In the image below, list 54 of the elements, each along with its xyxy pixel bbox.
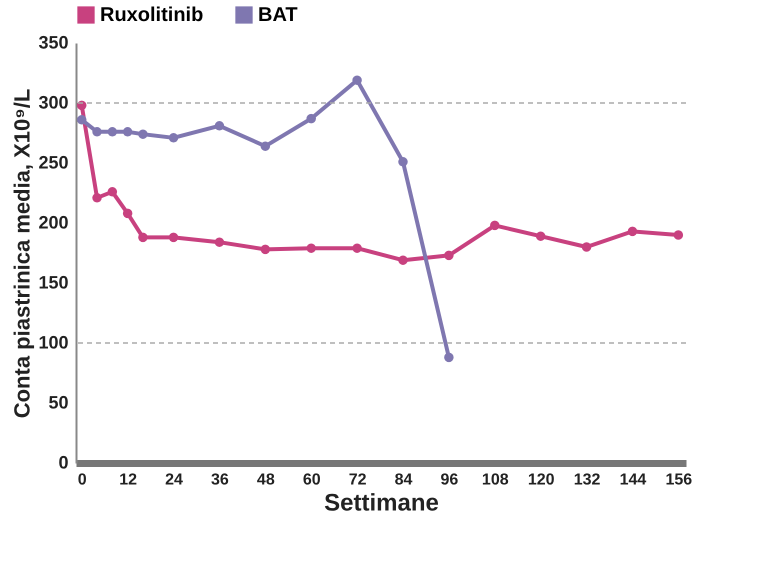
point xyxy=(306,114,316,124)
y-axis-title: Conta piastrinica media, X10⁹/L xyxy=(9,88,34,418)
point xyxy=(352,243,362,253)
point xyxy=(108,127,118,137)
x-axis-title: Settimane xyxy=(324,490,439,516)
point xyxy=(168,232,178,242)
y-tick-label: 200 xyxy=(38,212,68,232)
y-tick-label: 350 xyxy=(38,32,68,52)
point xyxy=(108,187,118,197)
point xyxy=(398,255,408,265)
x-tick-label: 156 xyxy=(666,472,692,488)
point xyxy=(214,121,224,131)
point xyxy=(92,127,102,137)
point xyxy=(352,75,362,85)
point xyxy=(92,193,102,203)
point xyxy=(306,243,316,253)
x-tick-label: 132 xyxy=(574,472,601,488)
legend-label: Ruxolitinib xyxy=(100,4,204,26)
y-tick-label: 0 xyxy=(58,452,68,472)
point xyxy=(138,129,148,139)
x-tick-label: 24 xyxy=(165,472,184,488)
x-tick-label: 0 xyxy=(78,472,87,488)
x-tick-label: 144 xyxy=(620,472,646,488)
point xyxy=(76,115,86,125)
point xyxy=(260,244,270,254)
point xyxy=(444,250,454,260)
y-tick-label: 300 xyxy=(38,92,68,112)
y-tick-label: 50 xyxy=(48,392,68,412)
x-tick-label: 72 xyxy=(348,472,367,488)
y-tick-label: 150 xyxy=(38,272,68,292)
point xyxy=(168,133,178,143)
x-tick-label: 36 xyxy=(211,472,229,488)
x-tick-label: 60 xyxy=(302,472,321,488)
point xyxy=(260,141,270,151)
point xyxy=(628,226,638,236)
point xyxy=(398,157,408,167)
point xyxy=(582,242,592,252)
point xyxy=(122,127,132,137)
x-tick-label: 12 xyxy=(119,472,138,488)
point xyxy=(536,231,546,241)
x-tick-label: 120 xyxy=(528,472,555,488)
y-tick-label: 250 xyxy=(38,152,68,172)
point xyxy=(674,230,684,240)
point xyxy=(122,208,132,218)
point xyxy=(214,237,224,247)
point xyxy=(444,352,454,362)
legend-label: BAT xyxy=(258,4,298,26)
x-tick-label: 48 xyxy=(256,472,275,488)
y-tick-label: 100 xyxy=(38,332,68,352)
point xyxy=(490,220,500,230)
x-tick-label: 84 xyxy=(394,472,412,488)
point xyxy=(138,232,148,242)
x-tick-label: 96 xyxy=(440,472,458,488)
x-tick-label: 108 xyxy=(482,472,509,488)
